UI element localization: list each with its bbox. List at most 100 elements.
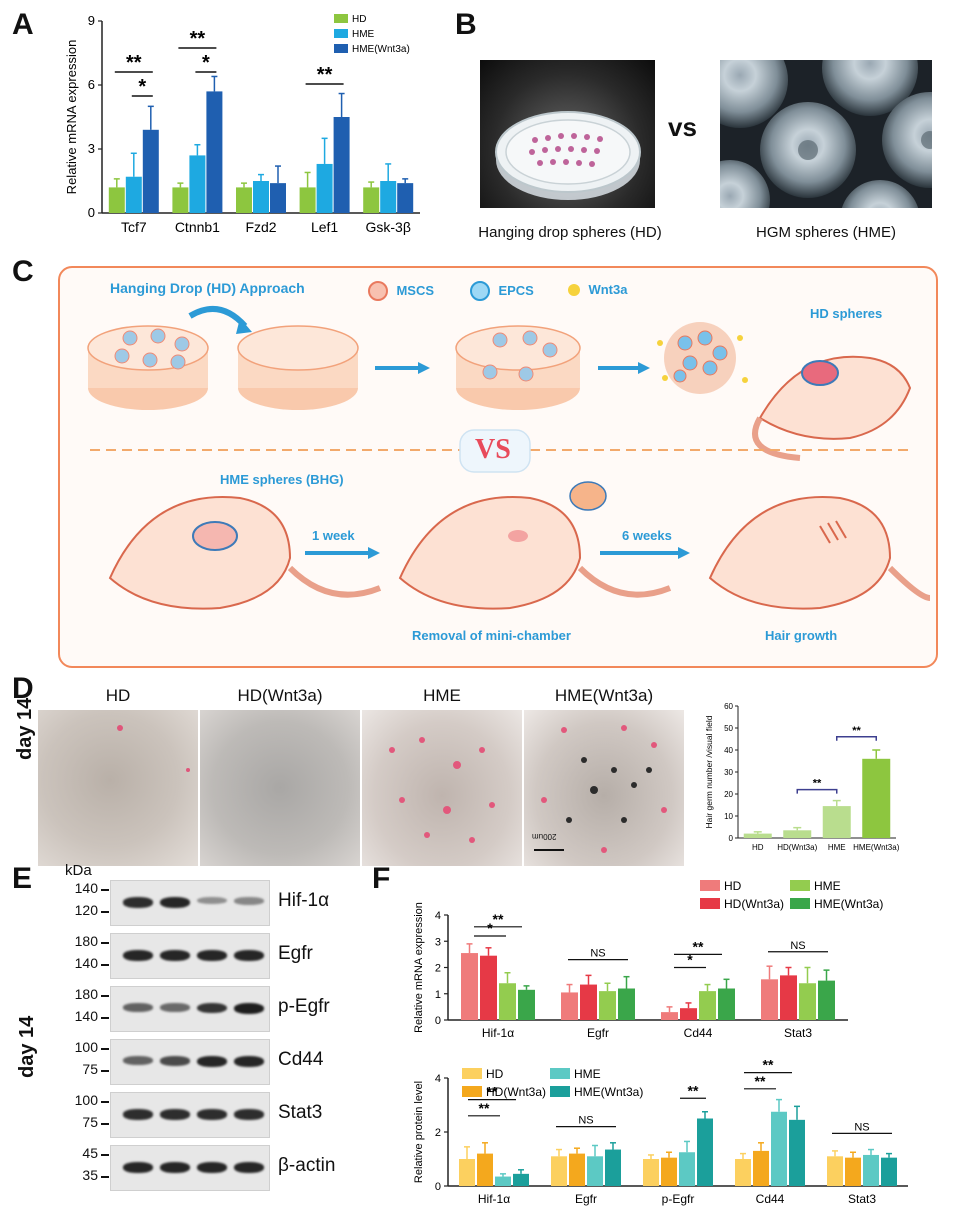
significance-label: NS bbox=[578, 1115, 593, 1127]
legend-label: HME bbox=[574, 1067, 601, 1081]
blot-strip bbox=[110, 1092, 270, 1138]
legend-label: HD bbox=[486, 1067, 504, 1081]
kda-marker: 120 bbox=[74, 902, 98, 918]
x-tick-label: Tcf7 bbox=[121, 219, 147, 235]
blot-band bbox=[234, 1109, 264, 1120]
hme-spheres-label: HME spheres (BHG) bbox=[220, 472, 344, 487]
bar bbox=[253, 181, 269, 213]
bar bbox=[679, 1152, 695, 1186]
legend-label: HME(Wnt3a) bbox=[352, 44, 410, 55]
legend-wnt3a-label: Wnt3a bbox=[588, 282, 628, 297]
mscs-cell-icon bbox=[368, 281, 388, 301]
y-tick-label: 2 bbox=[435, 963, 441, 975]
caption-hd-spheres: Hanging drop spheres (HD) bbox=[478, 224, 662, 241]
blot-strip bbox=[110, 1145, 270, 1191]
x-tick-label: HD bbox=[752, 843, 764, 852]
significance-label: ** bbox=[688, 1082, 699, 1098]
bar bbox=[780, 975, 797, 1020]
kda-marker: 35 bbox=[82, 1167, 98, 1183]
panel-label-f: F bbox=[372, 862, 391, 895]
kda-marker: 180 bbox=[74, 933, 98, 949]
bar bbox=[761, 979, 778, 1020]
legend-wnt3a: Wnt3a bbox=[568, 281, 627, 299]
blot-band bbox=[234, 897, 264, 905]
blot-protein-label: Hif-1α bbox=[278, 890, 330, 911]
blot-band bbox=[197, 1109, 227, 1120]
bar bbox=[142, 129, 159, 213]
legend-mscs-label: MSCS bbox=[396, 283, 435, 299]
blot-band bbox=[234, 1003, 264, 1014]
blot-protein-label: β-actin bbox=[278, 1155, 336, 1176]
legend-epcs: EPCS bbox=[470, 281, 534, 301]
significance-label: NS bbox=[854, 1121, 869, 1133]
legend-label: HD bbox=[724, 879, 742, 893]
y-tick-label: 0 bbox=[729, 834, 734, 843]
microwell-illustration bbox=[720, 60, 932, 208]
blot-band bbox=[123, 897, 153, 908]
y-tick-label: 6 bbox=[88, 77, 95, 92]
y-axis-label: Hair germ number /visual field bbox=[704, 715, 714, 828]
bar bbox=[461, 953, 478, 1020]
x-tick-label: Stat3 bbox=[848, 1192, 876, 1206]
x-tick-label: Hif-1α bbox=[478, 1192, 510, 1206]
hd-approach-title: Hanging Drop (HD) Approach bbox=[110, 280, 305, 296]
blot-protein-label: Stat3 bbox=[278, 1102, 323, 1123]
y-tick-label: 10 bbox=[724, 812, 733, 821]
y-axis-label: Relative protein level bbox=[413, 1081, 425, 1183]
blot-band bbox=[160, 1162, 190, 1173]
hgm-spheres-photo bbox=[720, 60, 932, 208]
removal-label: Removal of mini-chamber bbox=[412, 628, 571, 643]
significance-bracket bbox=[796, 788, 838, 794]
blot-band bbox=[160, 950, 190, 961]
y-tick-label: 30 bbox=[724, 768, 733, 777]
significance-label: ** bbox=[693, 938, 704, 954]
significance-label: ** bbox=[763, 1058, 774, 1073]
bar bbox=[477, 1153, 493, 1186]
y-tick-label: 60 bbox=[724, 702, 733, 711]
bar bbox=[771, 1111, 787, 1186]
bar bbox=[299, 187, 316, 213]
x-tick-label: Egfr bbox=[575, 1192, 597, 1206]
x-tick-label: Gsk-3β bbox=[366, 219, 411, 235]
vs-label-b: vs bbox=[668, 112, 697, 142]
significance-label: ** bbox=[190, 28, 206, 50]
kda-tick bbox=[101, 889, 109, 891]
bar bbox=[569, 1153, 585, 1186]
kda-marker: 75 bbox=[82, 1061, 98, 1077]
blot-band bbox=[123, 1003, 153, 1012]
step-1-week: 1 week bbox=[312, 528, 355, 543]
x-tick-label: Hif-1α bbox=[482, 1026, 514, 1040]
y-tick-label: 2 bbox=[435, 1127, 441, 1139]
significance-label: NS bbox=[590, 948, 605, 960]
y-tick-label: 9 bbox=[88, 13, 95, 28]
blot-band bbox=[123, 1056, 153, 1065]
img-title-hd-wnt3a: HD(Wnt3a) bbox=[237, 686, 323, 705]
significance-label: ** bbox=[813, 778, 822, 790]
blot-band bbox=[123, 1162, 153, 1173]
legend-label: HD(Wnt3a) bbox=[724, 897, 784, 911]
panel-label-b: B bbox=[455, 8, 477, 41]
kda-tick bbox=[101, 995, 109, 997]
bar bbox=[735, 1159, 751, 1186]
blot-protein-label: Egfr bbox=[278, 943, 313, 964]
legend-label: HME bbox=[814, 879, 841, 893]
significance-label: * bbox=[487, 920, 493, 936]
kda-tick bbox=[101, 1154, 109, 1156]
bar bbox=[459, 1159, 475, 1186]
bar bbox=[380, 181, 397, 213]
blot-band bbox=[197, 1162, 227, 1173]
kda-tick bbox=[101, 911, 109, 913]
significance-label: ** bbox=[493, 911, 504, 927]
bar bbox=[718, 988, 735, 1020]
x-tick-label: Stat3 bbox=[784, 1026, 812, 1040]
blot-band bbox=[123, 1109, 153, 1120]
bar bbox=[783, 830, 812, 838]
bar bbox=[580, 984, 597, 1020]
kda-tick bbox=[101, 1048, 109, 1050]
blot-strip bbox=[110, 933, 270, 979]
panel-label-d: D bbox=[12, 672, 34, 705]
img-title-hme-wnt3a: HME(Wnt3a) bbox=[554, 686, 654, 705]
x-tick-label: Cd44 bbox=[684, 1026, 713, 1040]
bar bbox=[789, 1119, 805, 1186]
legend-label: HME(Wnt3a) bbox=[814, 897, 883, 911]
